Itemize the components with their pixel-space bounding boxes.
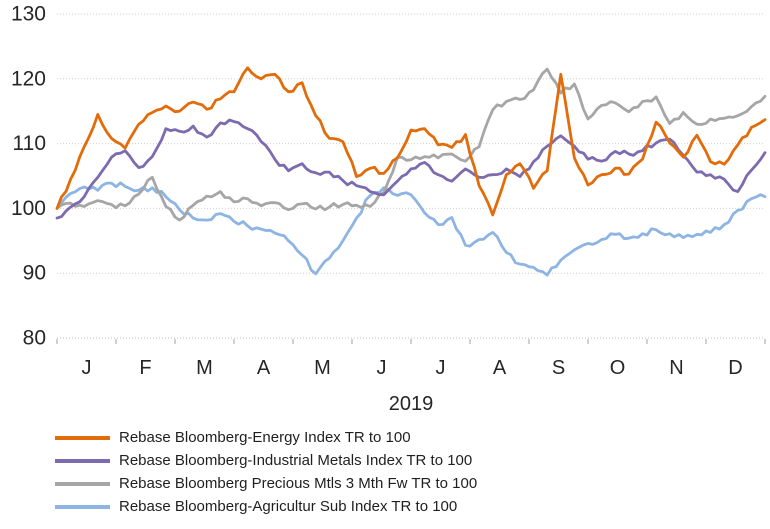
month-label-6: J: [377, 357, 387, 379]
legend-swatch-icon: [55, 458, 110, 463]
y-axis-label-80: 80: [23, 327, 46, 350]
series-line-0: [55, 66, 767, 217]
y-axis-label-90: 90: [23, 262, 46, 285]
legend-row-2: Rebase Bloomberg Precious Mtls 3 Mth Fw …: [55, 472, 477, 495]
x-axis-year-label: 2019: [389, 393, 434, 415]
month-label-5: M: [314, 357, 331, 379]
series-line-2: [55, 67, 767, 222]
legend-label: Rebase Bloomberg-Industrial Metals Index…: [119, 452, 473, 469]
legend-label: Rebase Bloomberg-Agricultur Sub Index TR…: [119, 498, 458, 515]
month-label-10: O: [610, 357, 626, 379]
chart-legend: Rebase Bloomberg-Energy Index TR to 100 R…: [55, 426, 477, 518]
month-label-4: A: [257, 357, 271, 379]
legend-swatch-icon: [55, 435, 110, 440]
month-label-1: J: [82, 357, 92, 379]
y-axis-label-120: 120: [11, 67, 46, 90]
month-label-9: S: [552, 357, 565, 379]
y-axis-label-100: 100: [11, 197, 46, 220]
series-line-3: [55, 181, 767, 277]
line-chart-canvas: 80 90 100 110 120 130 J F M A M J J A S O N D 2019: [11, 3, 767, 415]
month-label-3: M: [196, 357, 213, 379]
legend-row-1: Rebase Bloomberg-Industrial Metals Index…: [55, 449, 477, 472]
month-label-7: J: [436, 357, 446, 379]
legend-row-0: Rebase Bloomberg-Energy Index TR to 100: [55, 426, 477, 449]
month-label-12: D: [728, 357, 742, 379]
month-label-11: N: [669, 357, 683, 379]
y-axis-label-130: 130: [11, 3, 46, 26]
legend-swatch-icon: [55, 504, 110, 509]
legend-row-3: Rebase Bloomberg-Agricultur Sub Index TR…: [55, 495, 477, 518]
y-axis-label-110: 110: [13, 132, 46, 155]
month-label-2: F: [139, 357, 151, 379]
month-label-8: A: [493, 357, 507, 379]
legend-label: Rebase Bloomberg-Energy Index TR to 100: [119, 429, 411, 446]
legend-swatch-icon: [55, 481, 110, 486]
legend-label: Rebase Bloomberg Precious Mtls 3 Mth Fw …: [119, 475, 478, 492]
